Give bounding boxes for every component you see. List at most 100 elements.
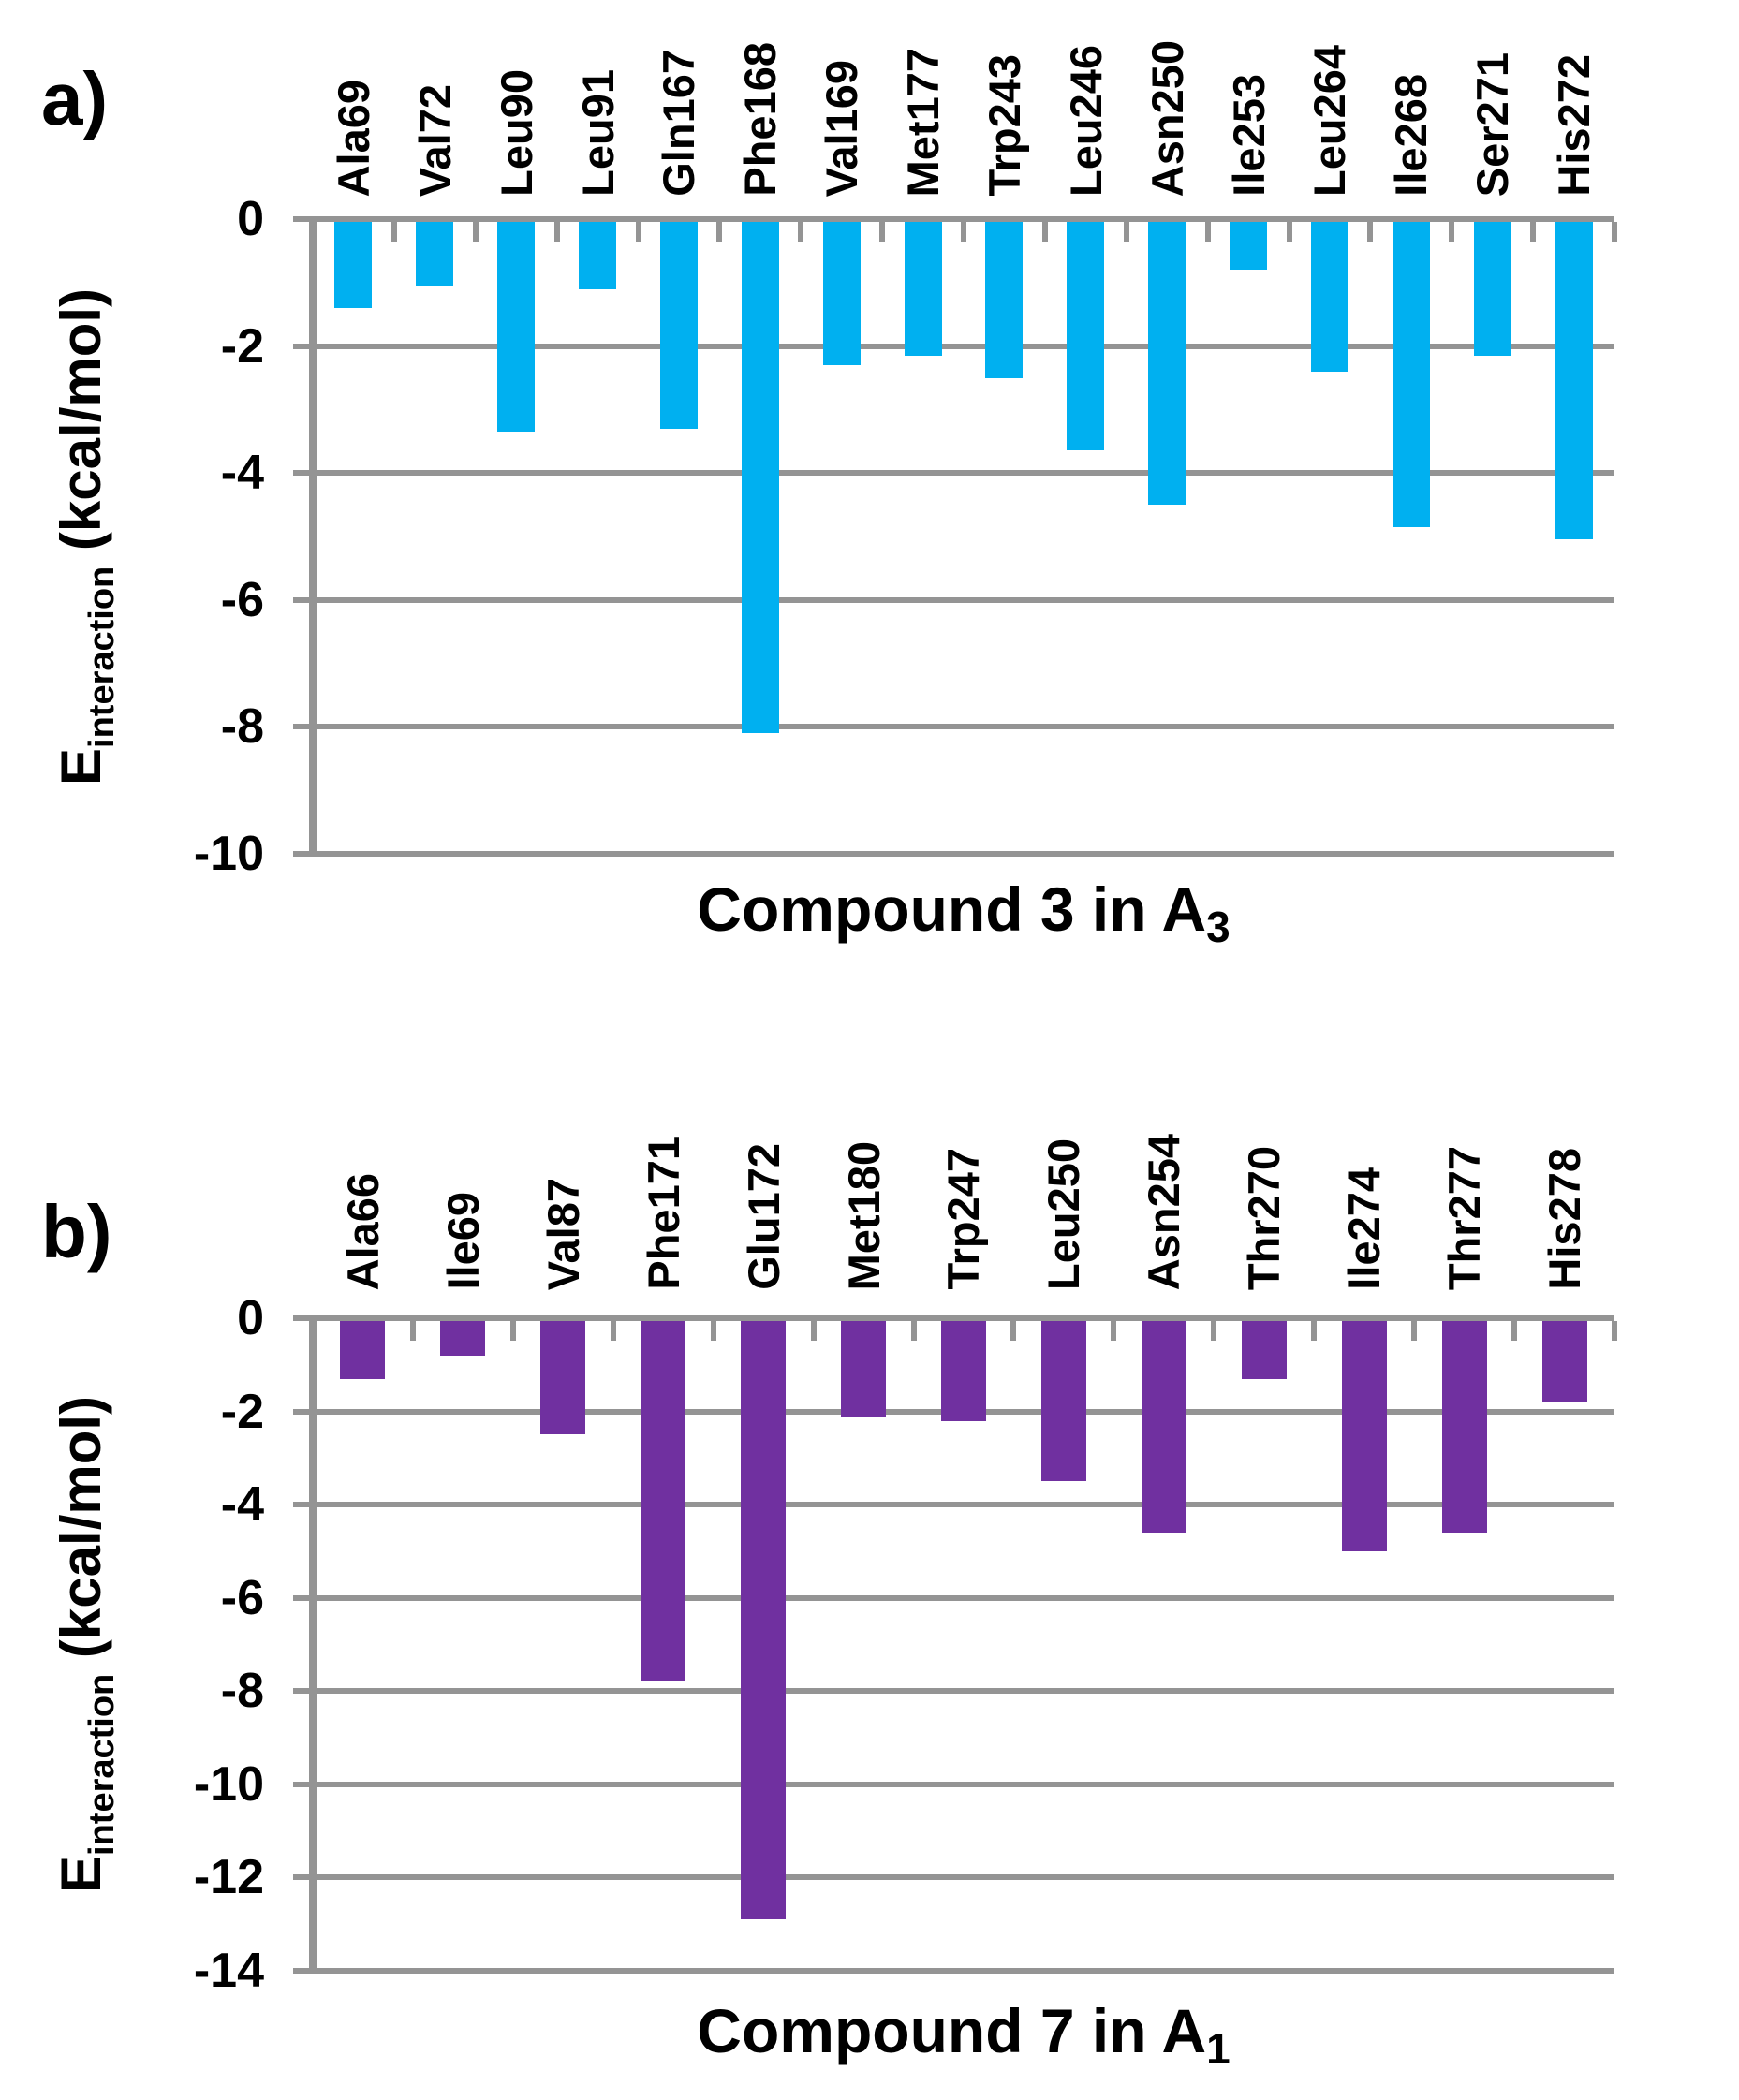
chart-a-title-subscript: 3 <box>1206 903 1231 951</box>
y-tick-label--14: -14 <box>193 1944 264 1998</box>
bar-Gln167 <box>659 219 698 429</box>
y-tick-label--4: -4 <box>220 1477 264 1533</box>
category-label-column-Ile69: Ile69 <box>413 1094 513 1290</box>
category-label-His278: His278 <box>1540 1148 1590 1290</box>
x-axis-tick <box>1311 1321 1318 1341</box>
chart-b-title-text: Compound 7 in A <box>697 1996 1207 2065</box>
gridline--10 <box>293 1781 1614 1787</box>
category-label-Asn254: Asn254 <box>1139 1133 1189 1290</box>
bar-column-Phe171 <box>613 1318 714 1971</box>
bar-column-Glu172 <box>714 1318 814 1971</box>
bar-column-Val72 <box>394 219 476 854</box>
bar-Ala66 <box>340 1318 386 1379</box>
bar-Asn250 <box>1148 219 1186 506</box>
category-label-column-His278: His278 <box>1514 1094 1614 1290</box>
gridline--6 <box>293 1594 1614 1601</box>
x-axis-tick <box>472 222 479 242</box>
bar-Leu250 <box>1040 1318 1086 1482</box>
bar-Leu91 <box>579 219 617 289</box>
y-tick-label-0: 0 <box>237 192 264 246</box>
panel-a-label: a) <box>41 57 109 140</box>
gridline--4 <box>293 470 1614 477</box>
gridline--4 <box>293 1502 1614 1508</box>
category-label-Ile69: Ile69 <box>437 1192 488 1290</box>
bar-column-Ile268 <box>1370 219 1452 854</box>
x-axis-tick <box>391 222 397 242</box>
y-tick-label--6: -6 <box>220 1570 264 1625</box>
bar-column-Thr270 <box>1214 1318 1314 1971</box>
bar-Phe168 <box>741 219 779 734</box>
x-axis-tick <box>1612 222 1617 242</box>
y-tick-label--8: -8 <box>220 699 264 755</box>
y-tick-label--10: -10 <box>193 827 264 881</box>
category-label-Met180: Met180 <box>838 1140 889 1290</box>
x-axis-tick <box>710 1321 716 1341</box>
category-label-column-Ile274: Ile274 <box>1314 1094 1414 1290</box>
bar-Val87 <box>540 1318 586 1435</box>
bar-His278 <box>1541 1318 1587 1402</box>
bars <box>313 1318 1614 1971</box>
x-axis-tick <box>716 222 723 242</box>
y-axis-line <box>309 1318 317 1971</box>
bar-column-Val169 <box>801 219 882 854</box>
bar-Thr277 <box>1441 1318 1487 1533</box>
plot-area-a <box>293 216 1617 857</box>
bar-column-Leu246 <box>1045 219 1127 854</box>
bar-Trp243 <box>985 219 1024 378</box>
category-label-Glu172: Glu172 <box>738 1143 788 1290</box>
bar-column-Ile274 <box>1314 1318 1414 1971</box>
bar-Thr270 <box>1241 1318 1287 1379</box>
bar-Ile274 <box>1341 1318 1387 1551</box>
bar-Ile253 <box>1230 219 1268 271</box>
x-axis-tick <box>961 222 966 242</box>
chart-b-title-subscript: 1 <box>1206 2024 1231 2073</box>
y-tick-label-0: 0 <box>237 1291 264 1345</box>
category-label-Ala66: Ala66 <box>337 1172 388 1290</box>
x-axis-tick <box>1449 222 1455 242</box>
category-label-Val87: Val87 <box>538 1177 588 1290</box>
category-label-column-Thr277: Thr277 <box>1414 1094 1514 1290</box>
x-axis-tick <box>1010 1321 1017 1341</box>
bar-Val72 <box>416 219 454 286</box>
category-label-column-Glu172: Glu172 <box>714 1094 814 1290</box>
x-axis-tick <box>1123 222 1129 242</box>
bar-column-Trp247 <box>914 1318 1014 1971</box>
bar-Asn254 <box>1141 1318 1186 1533</box>
bar-Leu264 <box>1310 219 1348 372</box>
panel-b-label: b) <box>41 1190 112 1273</box>
y-tick-label--4: -4 <box>220 446 264 501</box>
bar-Leu90 <box>497 219 536 433</box>
bar-column-Met180 <box>814 1318 914 1971</box>
category-label-column-Trp247: Trp247 <box>914 1094 1014 1290</box>
chart-b-title: Compound 7 in A1 <box>313 2000 1614 2070</box>
x-axis-tick <box>810 1321 817 1341</box>
y-axis-line <box>309 219 317 854</box>
category-label-Leu250: Leu250 <box>1039 1138 1089 1290</box>
bar-column-Leu250 <box>1013 1318 1113 1971</box>
x-axis-tick <box>1286 222 1292 242</box>
x-axis-tick <box>1211 1321 1217 1341</box>
bar-column-Met177 <box>882 219 964 854</box>
x-axis-tick <box>1111 1321 1117 1341</box>
gridline--14 <box>293 1968 1614 1974</box>
gridline--8 <box>293 724 1614 730</box>
x-axis-tick <box>910 1321 917 1341</box>
gridline-0 <box>293 216 1614 222</box>
gridline--6 <box>293 596 1614 603</box>
bar-column-Thr277 <box>1414 1318 1514 1971</box>
category-label-column-Asn254: Asn254 <box>1113 1094 1214 1290</box>
y-tick-label--2: -2 <box>220 1384 264 1439</box>
bar-Ala69 <box>334 219 373 308</box>
category-label-column-Thr270: Thr270 <box>1214 1094 1314 1290</box>
x-axis-tick <box>610 1321 616 1341</box>
bar-Ile268 <box>1392 219 1430 527</box>
bar-column-Leu91 <box>557 219 639 854</box>
bar-His272 <box>1555 219 1593 540</box>
x-axis-tick <box>1511 1321 1518 1341</box>
category-label-Trp247: Trp247 <box>938 1148 989 1290</box>
x-axis-tick <box>1530 222 1537 242</box>
gridline--2 <box>293 343 1614 349</box>
